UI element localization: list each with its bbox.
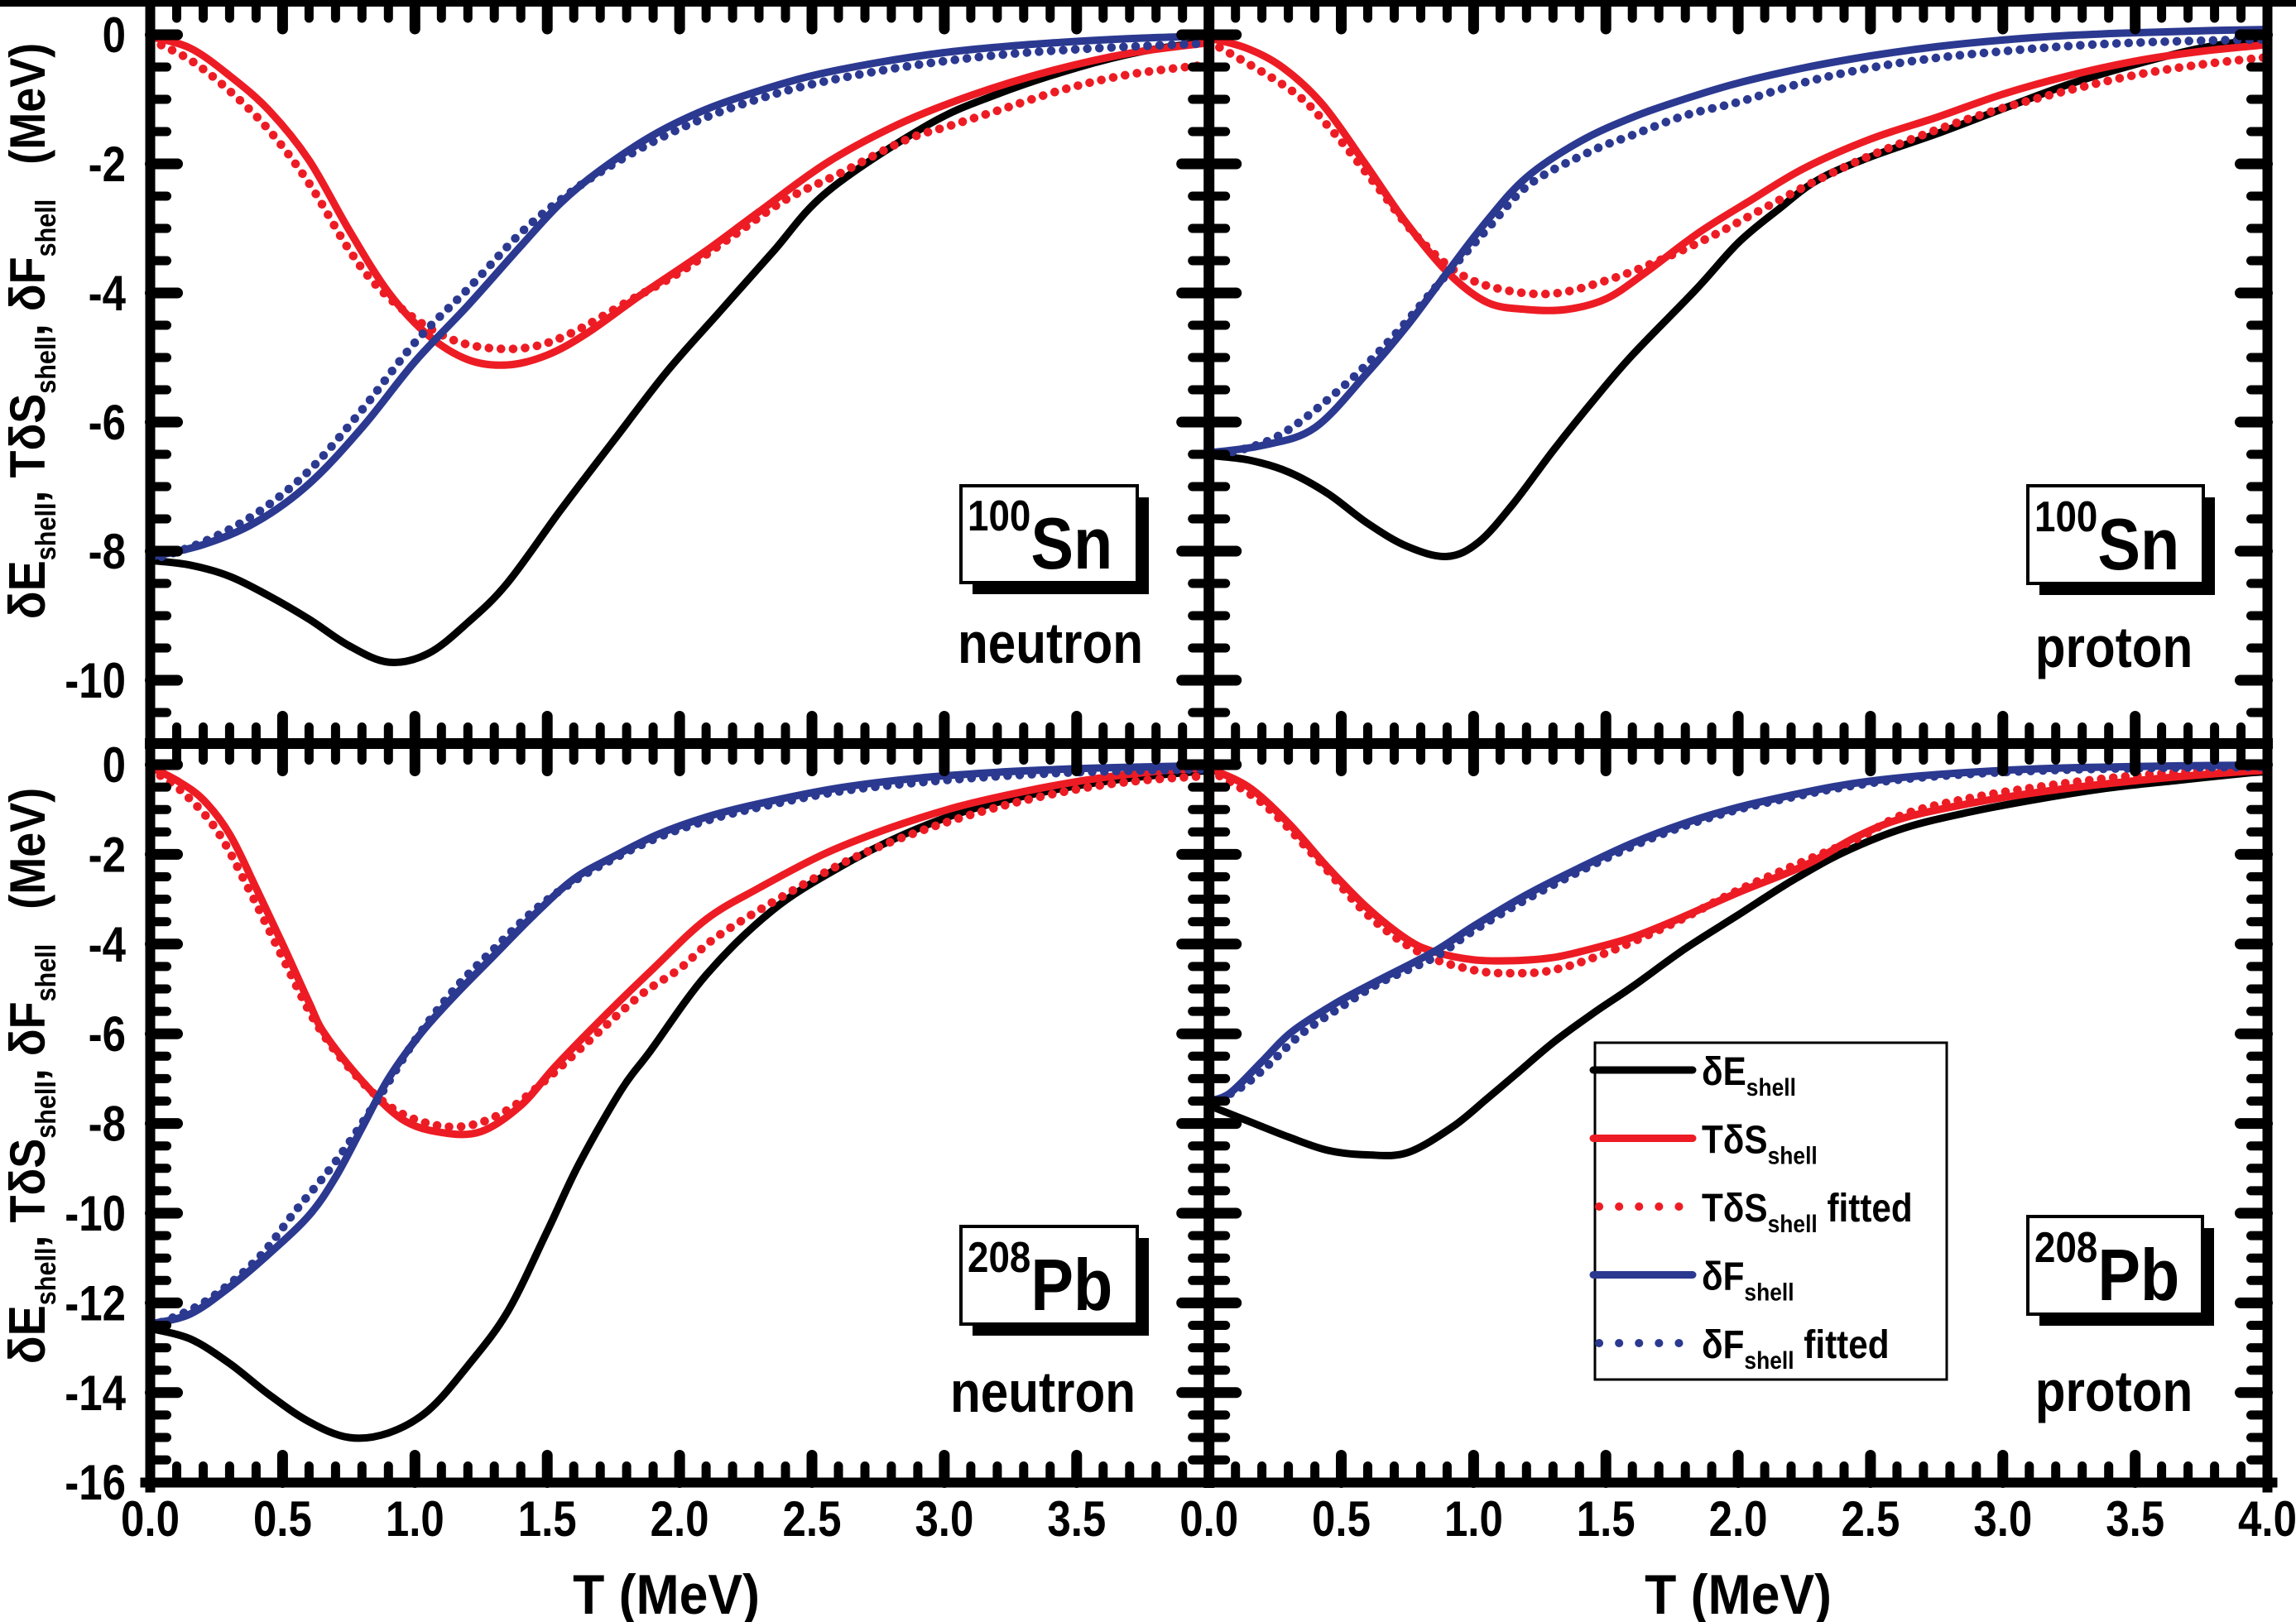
svg-text:1.5: 1.5: [518, 1491, 577, 1547]
svg-text:0.0: 0.0: [1179, 1491, 1238, 1547]
svg-text:-6: -6: [89, 1006, 126, 1062]
svg-text:2.0: 2.0: [1709, 1491, 1768, 1547]
svg-text:-8: -8: [89, 524, 126, 579]
svg-text:0.5: 0.5: [253, 1491, 312, 1547]
svg-text:0.0: 0.0: [121, 1491, 180, 1547]
svg-text:-10: -10: [65, 1186, 126, 1241]
svg-text:2.5: 2.5: [783, 1491, 842, 1547]
svg-text:2.5: 2.5: [1841, 1491, 1900, 1547]
svg-text:1.5: 1.5: [1577, 1491, 1636, 1547]
svg-text:neutron: neutron: [950, 1360, 1136, 1424]
svg-text:3.0: 3.0: [1973, 1491, 2032, 1547]
svg-text:T (MeV): T (MeV): [1645, 1563, 1832, 1622]
svg-text:-10: -10: [65, 653, 126, 708]
svg-text:-4: -4: [89, 917, 126, 972]
svg-text:proton: proton: [2035, 615, 2193, 679]
svg-text:208Pb: 208Pb: [2034, 1224, 2179, 1316]
svg-text:T (MeV): T (MeV): [573, 1563, 760, 1622]
svg-text:-2: -2: [89, 137, 126, 192]
svg-text:δEshell, TδSshell, δFshell (M: δEshell, TδSshell, δFshell (MeV): [0, 43, 61, 620]
svg-text:1.0: 1.0: [386, 1491, 444, 1547]
svg-text:1.0: 1.0: [1444, 1491, 1503, 1547]
svg-text:-16: -16: [65, 1455, 126, 1510]
svg-text:100Sn: 100Sn: [968, 492, 1112, 584]
svg-text:0: 0: [103, 7, 126, 63]
svg-text:-14: -14: [65, 1365, 126, 1421]
svg-text:proton: proton: [2035, 1359, 2193, 1423]
svg-text:-6: -6: [89, 395, 126, 450]
svg-text:-4: -4: [89, 266, 126, 321]
svg-text:-12: -12: [65, 1276, 126, 1332]
svg-text:3.0: 3.0: [915, 1491, 973, 1547]
svg-text:0.5: 0.5: [1312, 1491, 1371, 1547]
svg-text:100Sn: 100Sn: [2034, 493, 2179, 585]
svg-text:208Pb: 208Pb: [968, 1234, 1112, 1326]
svg-text:2.0: 2.0: [651, 1491, 709, 1547]
svg-text:3.5: 3.5: [1047, 1491, 1106, 1547]
svg-text:δFshell fitted: δFshell fitted: [1702, 1322, 1890, 1374]
svg-text:neutron: neutron: [958, 611, 1143, 675]
svg-text:-2: -2: [89, 828, 126, 883]
svg-text:3.5: 3.5: [2106, 1491, 2164, 1547]
svg-text:-8: -8: [89, 1097, 126, 1152]
svg-text:4.0: 4.0: [2238, 1491, 2296, 1547]
svg-text:0: 0: [103, 737, 126, 793]
